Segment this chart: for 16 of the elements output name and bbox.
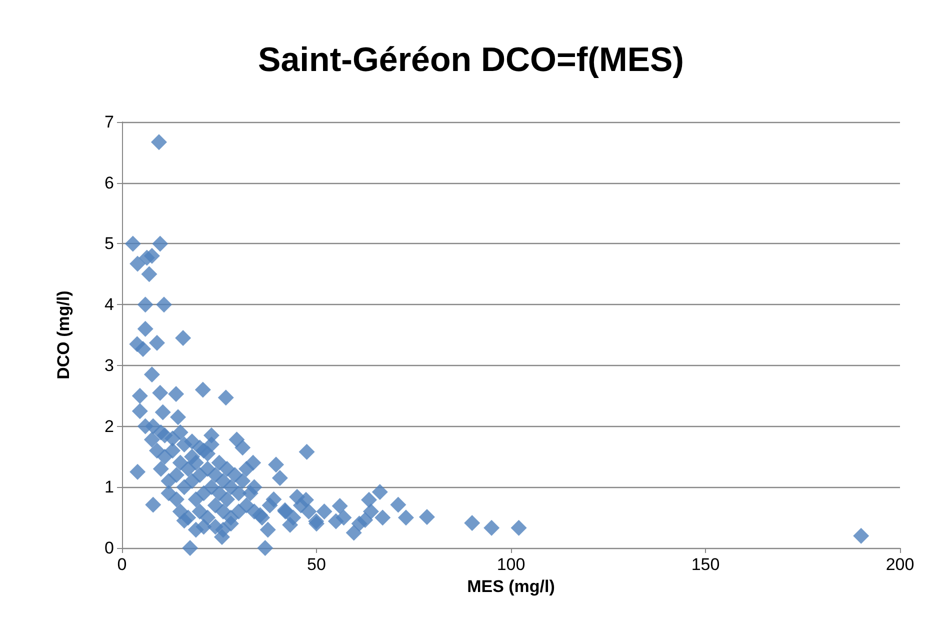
x-tick-label: 150	[691, 555, 720, 574]
x-tick-label: 50	[307, 555, 326, 574]
y-tick-label: 4	[104, 295, 114, 314]
y-tick-label: 1	[104, 478, 114, 497]
y-axis-title: DCO (mg/l)	[54, 290, 73, 380]
y-tick-label: 5	[104, 234, 114, 254]
x-axis-title: MES (mg/l)	[467, 576, 555, 596]
x-tick-label: 100	[496, 555, 526, 574]
y-tick-label: 6	[104, 173, 114, 192]
y-tick-label: 7	[104, 112, 114, 132]
chart-title: Saint-Géréon DCO=f(MES)	[258, 41, 684, 79]
y-tick-label: 0	[104, 538, 114, 558]
x-tick-label: 200	[886, 555, 914, 574]
y-tick-label: 2	[104, 416, 114, 436]
x-tick-label: 0	[117, 555, 127, 574]
y-tick-label: 3	[104, 356, 114, 375]
